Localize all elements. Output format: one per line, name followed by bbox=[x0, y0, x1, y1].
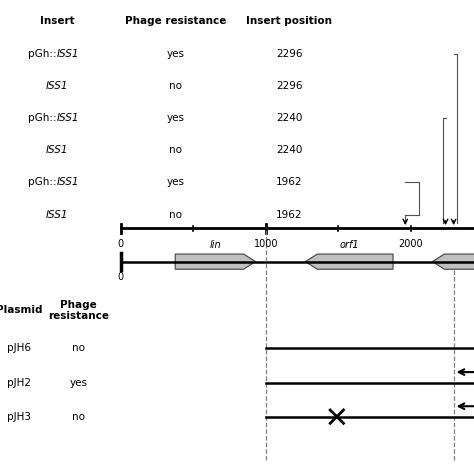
Polygon shape bbox=[305, 254, 393, 269]
Text: ISS1: ISS1 bbox=[57, 177, 79, 188]
Text: 2240: 2240 bbox=[276, 145, 302, 155]
Text: resistance: resistance bbox=[48, 311, 109, 321]
Text: 2240: 2240 bbox=[276, 113, 302, 123]
Text: ISS1: ISS1 bbox=[57, 113, 79, 123]
Text: no: no bbox=[72, 411, 85, 422]
Text: Insert: Insert bbox=[39, 16, 74, 27]
Text: ISS1: ISS1 bbox=[46, 210, 68, 220]
Text: 2296: 2296 bbox=[276, 48, 302, 59]
Text: no: no bbox=[169, 81, 182, 91]
Text: no: no bbox=[169, 145, 182, 155]
Text: ISS1: ISS1 bbox=[46, 81, 68, 91]
Text: yes: yes bbox=[69, 377, 87, 388]
Text: ISS1: ISS1 bbox=[46, 145, 68, 155]
Text: yes: yes bbox=[166, 113, 184, 123]
Text: 1962: 1962 bbox=[276, 177, 302, 188]
Text: pJH2: pJH2 bbox=[7, 377, 31, 388]
Text: pGh::: pGh:: bbox=[28, 177, 57, 188]
Polygon shape bbox=[175, 254, 255, 269]
Text: Phage resistance: Phage resistance bbox=[125, 16, 226, 27]
Text: 2296: 2296 bbox=[276, 81, 302, 91]
Text: Plasmid: Plasmid bbox=[0, 305, 42, 316]
Text: Insert position: Insert position bbox=[246, 16, 332, 27]
Text: no: no bbox=[72, 343, 85, 354]
Text: orf1: orf1 bbox=[339, 240, 359, 250]
Text: yes: yes bbox=[166, 48, 184, 59]
Text: yes: yes bbox=[166, 177, 184, 188]
Text: Phage: Phage bbox=[60, 300, 97, 310]
Text: 0: 0 bbox=[118, 239, 124, 249]
Text: pJH6: pJH6 bbox=[7, 343, 31, 354]
Text: 1962: 1962 bbox=[276, 210, 302, 220]
Text: ISS1: ISS1 bbox=[57, 48, 79, 59]
Text: no: no bbox=[169, 210, 182, 220]
Text: pGh::: pGh:: bbox=[28, 48, 57, 59]
Text: 0: 0 bbox=[118, 272, 124, 282]
Polygon shape bbox=[432, 254, 474, 269]
Text: 1000: 1000 bbox=[254, 239, 278, 249]
Text: pGh::: pGh:: bbox=[28, 113, 57, 123]
Text: lin: lin bbox=[210, 240, 221, 250]
Text: pJH3: pJH3 bbox=[7, 411, 31, 422]
Text: 2000: 2000 bbox=[399, 239, 423, 249]
